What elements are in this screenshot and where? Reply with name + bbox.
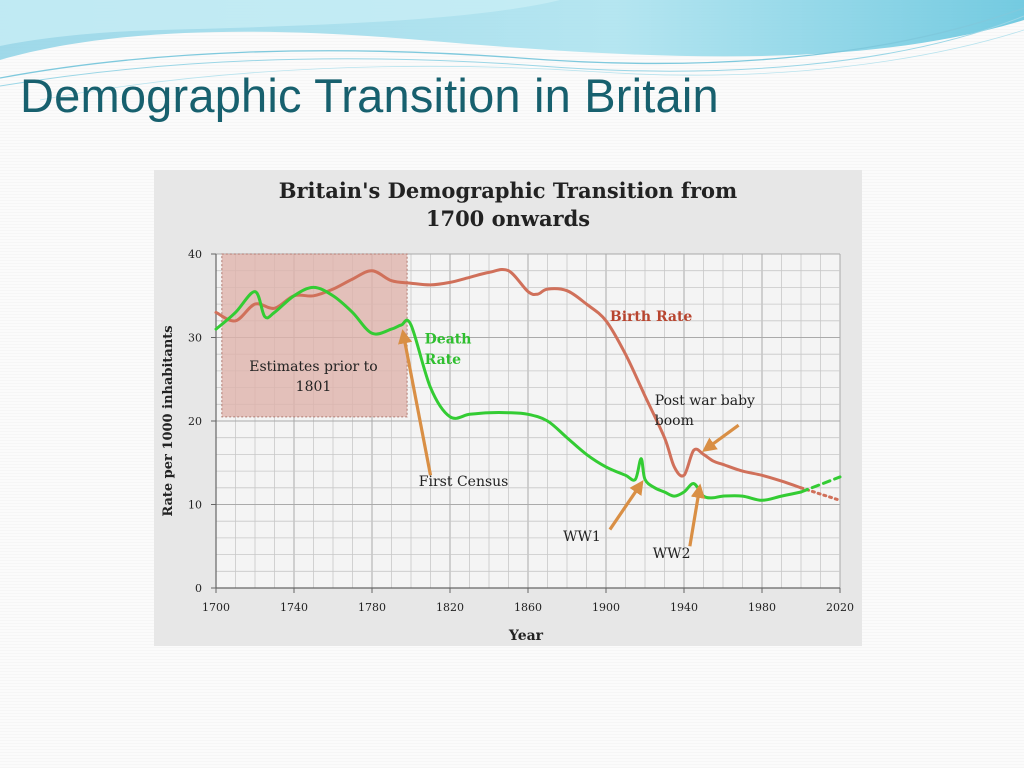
chart-labels: Birth Rate Death Rate <box>425 309 693 368</box>
y-axis-label: Rate per 1000 inhabitants <box>161 325 176 516</box>
chart-title-line-2: 1700 onwards <box>426 206 590 231</box>
series-label-death-rate: Rate <box>425 352 461 368</box>
estimate-label-line-1: Estimates prior to <box>249 359 377 375</box>
annotation-arrow <box>398 329 433 476</box>
annotation-arrow <box>688 483 706 547</box>
y-tick-label: 10 <box>188 499 202 512</box>
x-tick-label: 1740 <box>280 601 308 614</box>
y-tick-label: 20 <box>188 415 202 428</box>
x-tick-label: 1940 <box>670 601 698 614</box>
y-tick-label: 40 <box>188 248 202 261</box>
annotation-label: boom <box>655 413 694 429</box>
annotation-arrow <box>701 423 740 452</box>
x-tick-label: 1700 <box>202 601 230 614</box>
annotation-arrow <box>608 480 644 531</box>
death-rate-projection <box>799 475 842 494</box>
x-tick-label: 1860 <box>514 601 542 614</box>
header-wave-decoration <box>0 0 1024 101</box>
x-tick-label: 1900 <box>592 601 620 614</box>
y-tick-label: 30 <box>188 332 202 345</box>
x-tick-label: 2020 <box>826 601 854 614</box>
annotation-label: First Census <box>419 474 509 490</box>
x-axis-label: Year <box>508 628 544 644</box>
chart-annotations: First Census WW1 WW2 Post war baby boom <box>398 329 755 562</box>
y-tick-label: 0 <box>195 582 202 595</box>
series-label-death-rate: Death <box>425 331 472 347</box>
series-label-birth-rate: Birth Rate <box>610 309 693 325</box>
x-tick-label: 1780 <box>358 601 386 614</box>
x-tick-label: 1980 <box>748 601 776 614</box>
chart-axes: 1700 1740 1780 1820 1860 1900 1940 1980 2020 0 10 2… <box>188 248 854 614</box>
chart-title-line-1: Britain's Demographic Transition from <box>279 178 738 203</box>
slide-title: Demographic Transition in Britain <box>20 69 719 122</box>
annotation-label: Post war baby <box>655 393 755 409</box>
annotation-label: WW2 <box>653 546 691 562</box>
demographic-chart: Britain's Demographic Transition from 17… <box>154 170 862 646</box>
x-tick-label: 1820 <box>436 601 464 614</box>
annotation-label: WW1 <box>563 529 601 545</box>
estimate-region: Estimates prior to 1801 <box>221 253 408 418</box>
estimate-label-line-2: 1801 <box>296 379 332 395</box>
